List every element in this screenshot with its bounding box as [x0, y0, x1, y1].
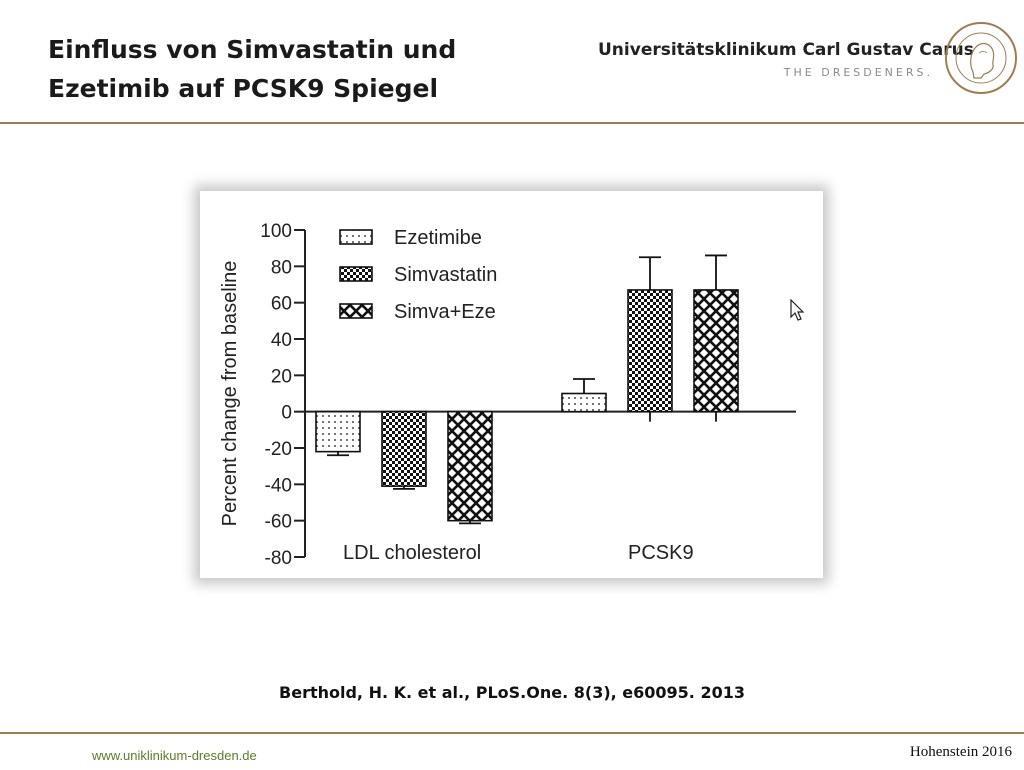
legend-entry-label: Ezetimibe: [394, 227, 482, 249]
brand-tagline: THE DRESDENERS.: [783, 66, 933, 79]
x-category-label: LDL cholesterol: [343, 542, 481, 564]
slide-title-line1: Einfluss von Simvastatin und: [48, 35, 457, 64]
legend-swatch-checker: [339, 266, 373, 282]
bar-crosshatch: [447, 410, 493, 522]
header-divider: [0, 122, 1024, 124]
y-tick-label: -40: [265, 475, 292, 496]
bar-dots: [315, 410, 361, 453]
mouse-cursor-icon: [790, 299, 805, 321]
y-tick-label: 60: [271, 294, 292, 315]
y-tick-label: 40: [271, 330, 292, 351]
y-tick-label: 0: [281, 403, 292, 424]
bar-dots: [561, 392, 607, 413]
y-tick-label: 80: [271, 257, 292, 278]
citation: Berthold, H. K. et al., PLoS.One. 8(3), …: [279, 683, 745, 702]
legend-swatch-dots: [339, 229, 373, 245]
brand-block: Universitätsklinikum Carl Gustav Carus T…: [598, 40, 974, 79]
y-axis-title: Percent change from baseline: [219, 261, 241, 527]
chart-frame: 100 80 60 40 20 0 -20 -40 -60 -80 Percent change f…: [200, 191, 823, 578]
y-tick-label: -80: [265, 548, 292, 569]
slide-title: Einfluss von Simvastatin und Ezetimib au…: [48, 30, 518, 108]
footer-bar: www.uniklinikum-dresden.de Hohenstein 20…: [0, 732, 1024, 770]
brand-name: Universitätsklinikum Carl Gustav Carus: [598, 40, 974, 60]
footer-author-year: Hohenstein 2016: [909, 744, 1012, 760]
bar-checker: [627, 289, 673, 413]
slide-title-line2: Ezetimib auf PCSK9 Spiegel: [48, 74, 439, 103]
legend-entry-label: Simva+Eze: [394, 301, 496, 323]
y-tick-label: -20: [265, 439, 292, 460]
bar-chart: 100 80 60 40 20 0 -20 -40 -60 -80 Percent change f…: [219, 221, 796, 569]
x-category-label: PCSK9: [628, 542, 694, 564]
bar-crosshatch: [693, 289, 739, 413]
legend-entry-label: Simvastatin: [394, 264, 497, 286]
y-tick-label: -60: [265, 512, 292, 533]
legend-swatch-crosshatch: [339, 303, 373, 319]
bar-checker: [381, 410, 427, 487]
y-tick-label: 100: [260, 221, 292, 242]
y-tick-label: 20: [271, 366, 292, 387]
carl-gustav-carus-seal-icon: [945, 22, 1017, 94]
footer-url-link[interactable]: www.uniklinikum-dresden.de: [92, 748, 257, 763]
